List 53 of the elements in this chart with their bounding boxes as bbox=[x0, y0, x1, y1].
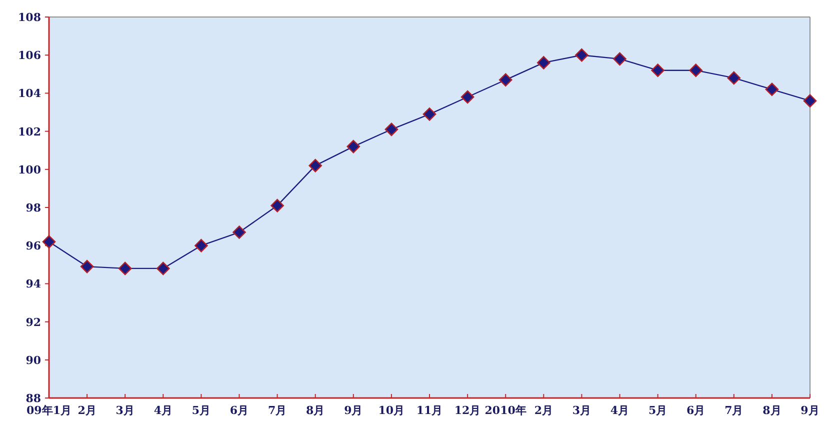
x-tick-label: 09年1月 bbox=[26, 404, 72, 417]
point bbox=[80, 260, 94, 274]
point bbox=[460, 90, 474, 104]
y-tick-label: 98 bbox=[26, 202, 42, 214]
x-tick-label: 9月 bbox=[800, 404, 820, 417]
x-tick-label: 7月 bbox=[268, 404, 287, 417]
point bbox=[346, 140, 360, 154]
point bbox=[537, 56, 550, 70]
x-tick-label: 6月 bbox=[686, 404, 706, 417]
x-tick-label: 11月 bbox=[416, 404, 443, 417]
point bbox=[384, 122, 398, 136]
y-tick-label: 92 bbox=[26, 316, 41, 329]
y-tick-label: 100 bbox=[18, 163, 42, 176]
point bbox=[651, 64, 664, 77]
y-tick-label: 88 bbox=[26, 392, 42, 405]
x-tick-label: 5月 bbox=[192, 404, 211, 417]
y-tick-label: 108 bbox=[18, 11, 42, 24]
point bbox=[422, 108, 436, 121]
point bbox=[156, 262, 170, 276]
point bbox=[613, 52, 626, 66]
x-tick-label: 2010年 bbox=[484, 404, 526, 417]
x-tick-label: 6月 bbox=[230, 404, 249, 417]
y-tick-label: 96 bbox=[26, 240, 42, 253]
point bbox=[803, 94, 817, 108]
point bbox=[689, 64, 702, 77]
y-tick-label: 102 bbox=[18, 125, 41, 138]
y-tick-label: 104 bbox=[18, 87, 42, 100]
point bbox=[575, 48, 588, 62]
point bbox=[118, 262, 132, 276]
point bbox=[727, 71, 741, 85]
x-tick-label: 3月 bbox=[116, 404, 134, 417]
x-tick-label: 12月 bbox=[454, 404, 481, 417]
point bbox=[498, 73, 512, 87]
x-tick-label: 5月 bbox=[648, 404, 668, 417]
x-tick-label: 2月 bbox=[78, 404, 96, 417]
x-tick-label: 8月 bbox=[306, 404, 325, 417]
x-tick-label: 10月 bbox=[378, 404, 405, 417]
y-tick-label: 106 bbox=[18, 49, 42, 62]
point bbox=[42, 235, 56, 248]
y-tick-label: 94 bbox=[26, 278, 42, 291]
x-tick-label: 2月 bbox=[534, 404, 553, 417]
x-tick-label: 8月 bbox=[762, 404, 782, 417]
x-tick-label: 4月 bbox=[154, 404, 172, 417]
y-tick-label: 90 bbox=[26, 354, 42, 367]
x-tick-label: 9月 bbox=[344, 404, 363, 417]
x-tick-label: 7月 bbox=[724, 404, 744, 417]
point bbox=[765, 82, 779, 96]
x-tick-label: 4月 bbox=[610, 404, 630, 417]
point bbox=[270, 198, 284, 212]
point bbox=[232, 226, 246, 239]
x-tick-label: 3月 bbox=[572, 404, 592, 417]
point bbox=[194, 238, 208, 252]
point bbox=[308, 158, 322, 172]
